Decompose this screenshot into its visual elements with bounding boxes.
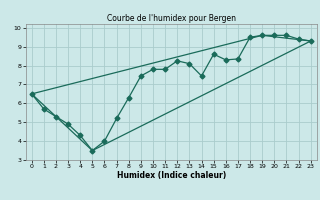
Title: Courbe de l'humidex pour Bergen: Courbe de l'humidex pour Bergen [107,14,236,23]
X-axis label: Humidex (Indice chaleur): Humidex (Indice chaleur) [116,171,226,180]
